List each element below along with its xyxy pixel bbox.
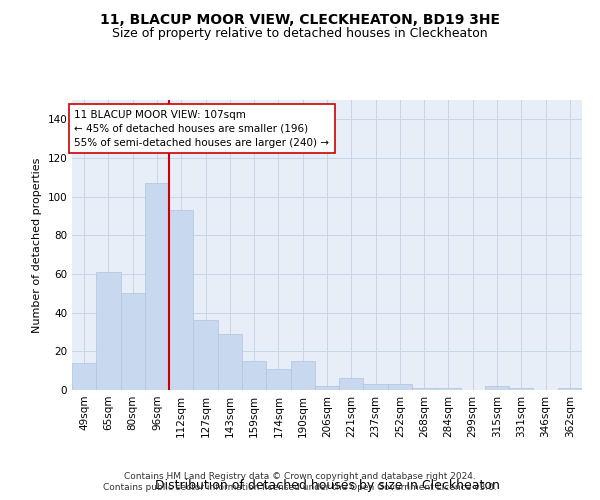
Text: Size of property relative to detached houses in Cleckheaton: Size of property relative to detached ho… [112, 28, 488, 40]
Bar [266, 368, 290, 390]
Bar [364, 384, 388, 390]
Bar [315, 386, 339, 390]
Bar [145, 183, 169, 390]
Bar [436, 388, 461, 390]
Bar [242, 361, 266, 390]
Bar [72, 363, 96, 390]
Bar [509, 388, 533, 390]
Bar [218, 334, 242, 390]
Bar [558, 388, 582, 390]
Text: Contains HM Land Registry data © Crown copyright and database right 2024.
Contai: Contains HM Land Registry data © Crown c… [103, 472, 497, 492]
Bar [290, 361, 315, 390]
Bar [339, 378, 364, 390]
X-axis label: Distribution of detached houses by size in Cleckheaton: Distribution of detached houses by size … [155, 478, 499, 492]
Y-axis label: Number of detached properties: Number of detached properties [32, 158, 42, 332]
Bar [96, 272, 121, 390]
Bar [121, 294, 145, 390]
Bar [169, 210, 193, 390]
Bar [412, 388, 436, 390]
Bar [485, 386, 509, 390]
Bar [388, 384, 412, 390]
Bar [193, 320, 218, 390]
Text: 11, BLACUP MOOR VIEW, CLECKHEATON, BD19 3HE: 11, BLACUP MOOR VIEW, CLECKHEATON, BD19 … [100, 12, 500, 26]
Text: 11 BLACUP MOOR VIEW: 107sqm
← 45% of detached houses are smaller (196)
55% of se: 11 BLACUP MOOR VIEW: 107sqm ← 45% of det… [74, 110, 329, 148]
